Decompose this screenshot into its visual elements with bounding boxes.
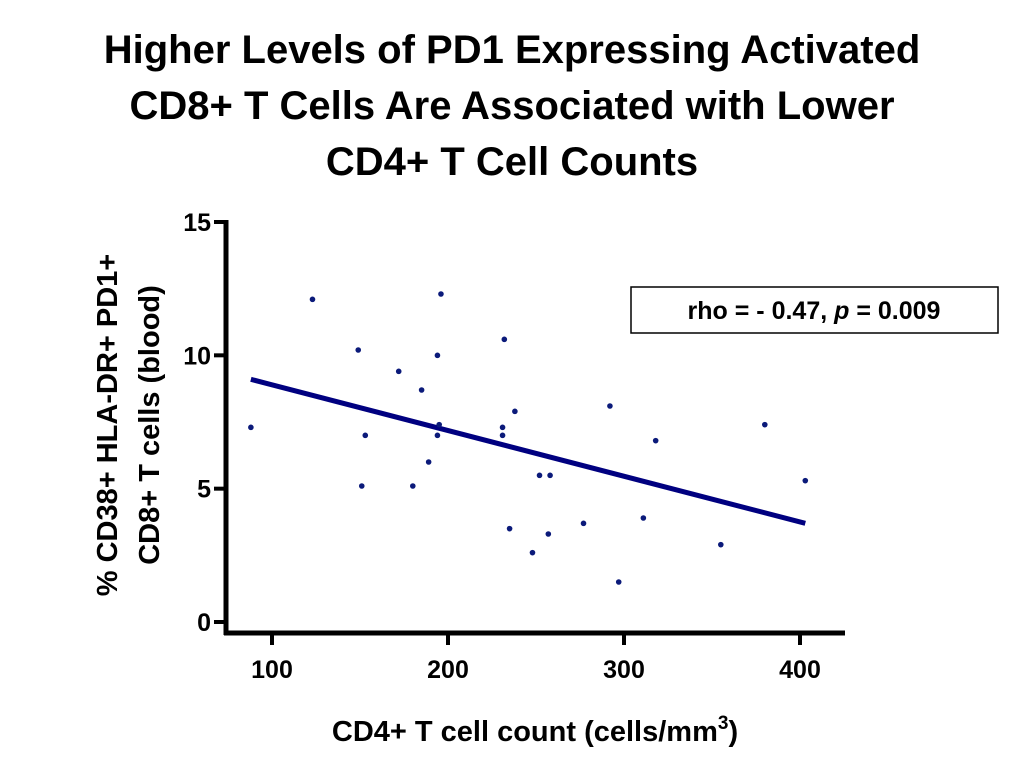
axes [223, 220, 845, 636]
data-point [362, 432, 369, 439]
x-tick-label: 100 [251, 656, 293, 684]
data-point [545, 531, 552, 537]
data-point [355, 347, 362, 353]
data-point [309, 296, 316, 303]
y-axis-title-line-2: CD8+ T cells (blood) [134, 285, 166, 565]
x-ticks: 100 200 300 400 [251, 633, 821, 684]
data-point [499, 432, 506, 439]
data-point [434, 432, 441, 439]
data-point [536, 472, 543, 479]
data-point [607, 403, 613, 409]
data-point [615, 579, 622, 585]
regression-line [250, 376, 806, 526]
correlation-annotation: rho = - 0.47, p = 0.009 [630, 286, 999, 334]
y-tick-label: 0 [197, 609, 211, 637]
data-point [395, 368, 402, 375]
x-axis-title-suffix: ) [728, 716, 738, 748]
y-axis-title: % CD38+ HLA-DR+ PD1+ CD8+ T cells (blood… [92, 254, 166, 596]
data-point [418, 387, 425, 393]
data-point [718, 541, 724, 548]
data-point [506, 525, 513, 532]
data-point [762, 421, 768, 428]
data-point [580, 520, 587, 527]
data-point [438, 291, 444, 297]
data-point [652, 437, 659, 444]
data-point [501, 336, 508, 343]
data-point [434, 352, 441, 359]
y-tick-label: 10 [183, 342, 211, 370]
x-tick-label: 400 [779, 656, 821, 684]
data-point [248, 424, 254, 431]
data-point [499, 424, 506, 431]
annotation-box [630, 286, 999, 334]
chart-title: Higher Levels of PD1 Expressing Activate… [0, 22, 1024, 190]
data-point [436, 421, 443, 428]
x-tick-label: 300 [603, 656, 645, 684]
chart-title-line-3: CD4+ T Cell Counts [325, 140, 699, 184]
annotation-text: rho = - 0.47, p = 0.009 [688, 297, 941, 325]
annotation-p-symbol: p [833, 297, 849, 325]
data-points [248, 291, 809, 585]
annotation-prefix: rho = - 0.47, [688, 297, 835, 325]
y-axis-title-line-1: % CD38+ HLA-DR+ PD1+ [92, 254, 124, 596]
x-axis-title-superscript: 3 [718, 713, 729, 734]
data-point [529, 549, 536, 556]
x-axis-title-text: CD4+ T cell count (cells/mm [332, 716, 718, 748]
data-point [512, 408, 518, 415]
data-point [410, 483, 416, 489]
x-tick-label: 200 [427, 656, 469, 684]
y-tick-label: 5 [197, 476, 211, 504]
data-point [640, 515, 647, 521]
y-tick-label: 15 [183, 209, 211, 237]
chart-title-line-2: CD8+ T Cells Are Associated with Lower [129, 84, 895, 128]
annotation-suffix: = 0.009 [849, 297, 940, 325]
data-point [425, 459, 432, 465]
x-axis-title: CD4+ T cell count (cells/mm3) [332, 713, 738, 748]
y-ticks: 0 5 10 15 [183, 209, 226, 637]
chart-title-line-1: Higher Levels of PD1 Expressing Activate… [103, 28, 921, 72]
data-point [358, 483, 365, 489]
data-point [802, 477, 809, 484]
data-point [547, 472, 553, 479]
